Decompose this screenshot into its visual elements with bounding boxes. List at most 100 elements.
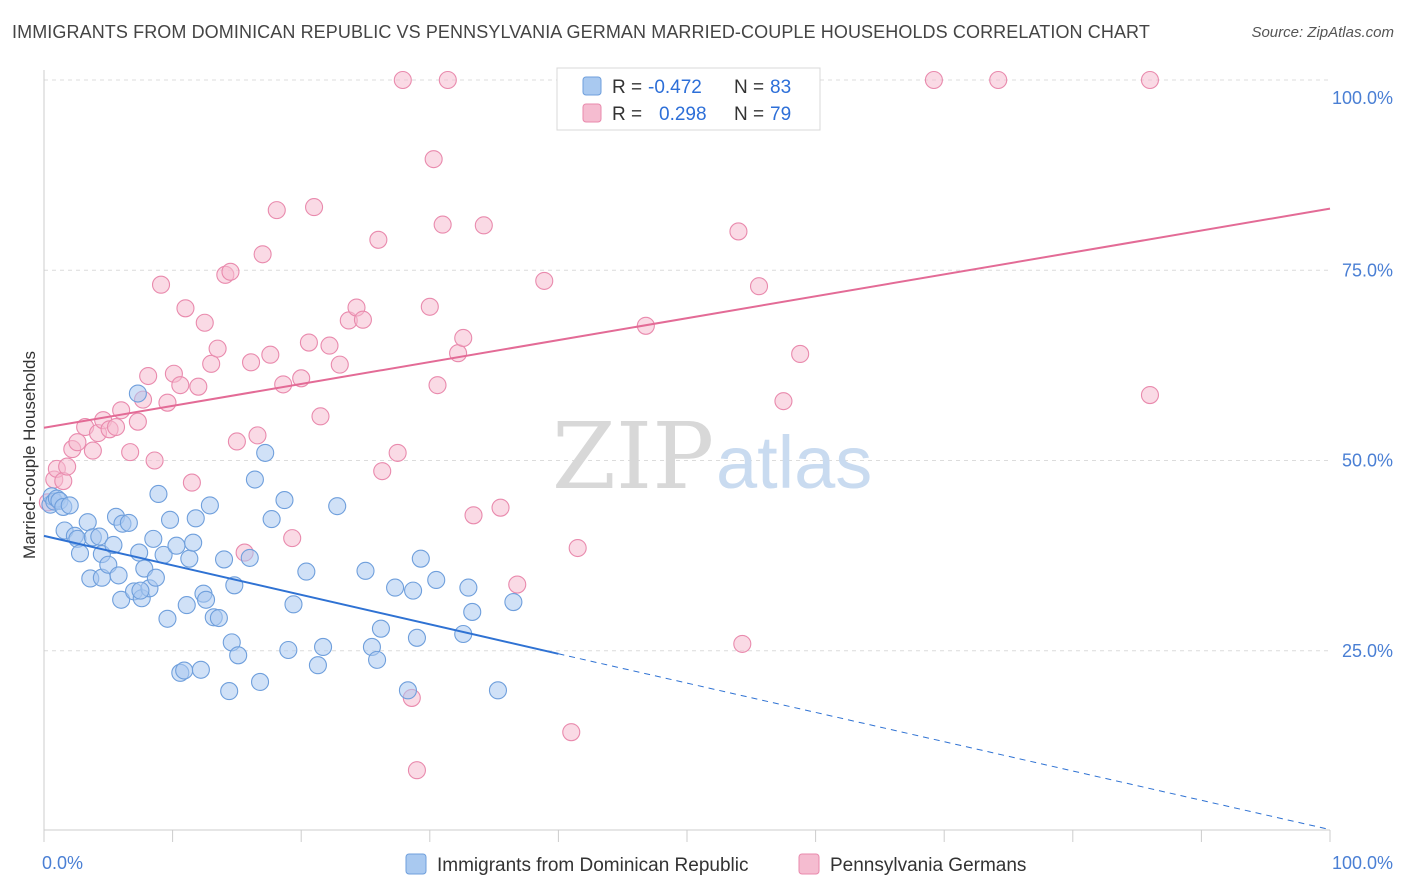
- series-dominican-republic-points: [41, 384, 523, 701]
- blue-point: [144, 529, 163, 548]
- legend-swatch-pink: [582, 103, 602, 123]
- blue-point: [407, 628, 426, 647]
- x-tick-label: 0.0%: [42, 853, 83, 873]
- blue-point: [167, 536, 186, 555]
- blue-point: [191, 660, 210, 679]
- pink-point: [208, 339, 227, 358]
- blue-point: [175, 661, 194, 680]
- pink-point: [106, 417, 126, 437]
- blue-point: [427, 570, 446, 590]
- blue-point: [314, 637, 333, 656]
- pink-point: [353, 310, 372, 329]
- legend-n-label-1: N =: [734, 77, 764, 98]
- pink-point: [428, 376, 447, 395]
- pink-point: [145, 451, 164, 470]
- blue-point: [78, 513, 97, 532]
- watermark: ZIP atlas: [552, 403, 872, 510]
- pink-point: [221, 262, 240, 281]
- pink-point: [388, 443, 407, 462]
- bottom-legend: Immigrants from Dominican Republic Penns…: [405, 853, 1026, 876]
- blue-point: [356, 561, 375, 580]
- trend-line-blue-extension: [558, 653, 1331, 831]
- pink-point: [176, 299, 195, 318]
- pink-point: [68, 433, 87, 452]
- blue-point: [186, 509, 205, 528]
- pink-point: [369, 230, 388, 249]
- y-tick-label: 100.0%: [1332, 88, 1393, 108]
- pink-point: [373, 462, 392, 481]
- pink-point: [299, 333, 318, 352]
- watermark-atlas: atlas: [716, 421, 872, 504]
- pink-point: [1140, 70, 1160, 90]
- blue-point: [177, 596, 196, 615]
- pink-point: [320, 336, 339, 355]
- legend-r-label-1: R =: [612, 77, 642, 98]
- legend-n-value-2: 79: [770, 104, 791, 125]
- blue-point: [196, 590, 216, 609]
- pink-point: [139, 366, 158, 386]
- pink-point: [182, 473, 201, 492]
- blue-point: [180, 549, 199, 568]
- pink-point: [424, 150, 443, 169]
- legend-n-label-2: N =: [734, 104, 764, 125]
- chart-title: IMMIGRANTS FROM DOMINICAN REPUBLIC VS PE…: [12, 22, 1150, 42]
- pink-point: [330, 355, 349, 374]
- pink-point: [241, 353, 261, 372]
- blue-point: [214, 550, 234, 569]
- y-tick-label: 50.0%: [1342, 451, 1393, 471]
- x-tick-label: 100.0%: [1332, 853, 1393, 873]
- pink-point: [791, 344, 810, 364]
- axes: [43, 70, 1331, 842]
- blue-point: [262, 510, 281, 529]
- y-tick-labels: 25.0% 50.0% 75.0% 100.0%: [1332, 88, 1393, 661]
- blue-point: [70, 544, 90, 563]
- pink-point: [283, 529, 302, 548]
- pink-point: [464, 506, 483, 525]
- blue-point: [184, 533, 203, 552]
- blue-point: [90, 527, 109, 546]
- trend-line-pink: [43, 207, 1331, 429]
- pink-point: [128, 412, 147, 431]
- blue-point: [146, 568, 165, 587]
- pink-point: [393, 70, 412, 90]
- blue-point: [112, 590, 131, 609]
- blue-point: [158, 609, 177, 628]
- pink-point: [535, 271, 554, 290]
- watermark-zip: ZIP: [552, 403, 714, 510]
- blue-point: [463, 602, 482, 621]
- pink-point: [227, 432, 246, 451]
- bottom-legend-swatch-pink: [798, 853, 820, 875]
- pink-point: [749, 277, 769, 296]
- legend-swatch-blue: [582, 76, 602, 96]
- legend-r-value-1: -0.472: [648, 77, 702, 98]
- pink-point: [562, 723, 581, 742]
- pink-point: [253, 245, 272, 264]
- blue-point: [256, 443, 275, 462]
- pink-point: [189, 377, 208, 396]
- blue-point: [229, 646, 248, 665]
- legend-r-value-2: 0.298: [659, 104, 707, 125]
- pink-point: [1140, 386, 1160, 405]
- blue-point: [240, 548, 259, 567]
- pink-point: [508, 575, 527, 594]
- pink-point: [729, 222, 748, 241]
- blue-point: [250, 672, 270, 692]
- blue-point: [398, 681, 417, 700]
- blue-point: [200, 496, 219, 515]
- blue-point: [60, 496, 79, 515]
- pink-point: [305, 198, 324, 217]
- pink-point: [195, 313, 214, 332]
- pink-point: [202, 354, 221, 373]
- blue-point: [220, 682, 239, 701]
- trend-line-blue: [43, 534, 559, 655]
- grid-lines: [44, 79, 1330, 652]
- y-tick-label: 25.0%: [1342, 641, 1393, 661]
- blue-point: [275, 491, 294, 510]
- blue-point: [160, 510, 180, 529]
- pink-point: [58, 457, 77, 476]
- pink-point: [568, 538, 587, 558]
- pink-point: [83, 441, 102, 460]
- pink-point: [733, 634, 752, 653]
- x-tick-labels: 0.0% 100.0%: [42, 853, 1393, 873]
